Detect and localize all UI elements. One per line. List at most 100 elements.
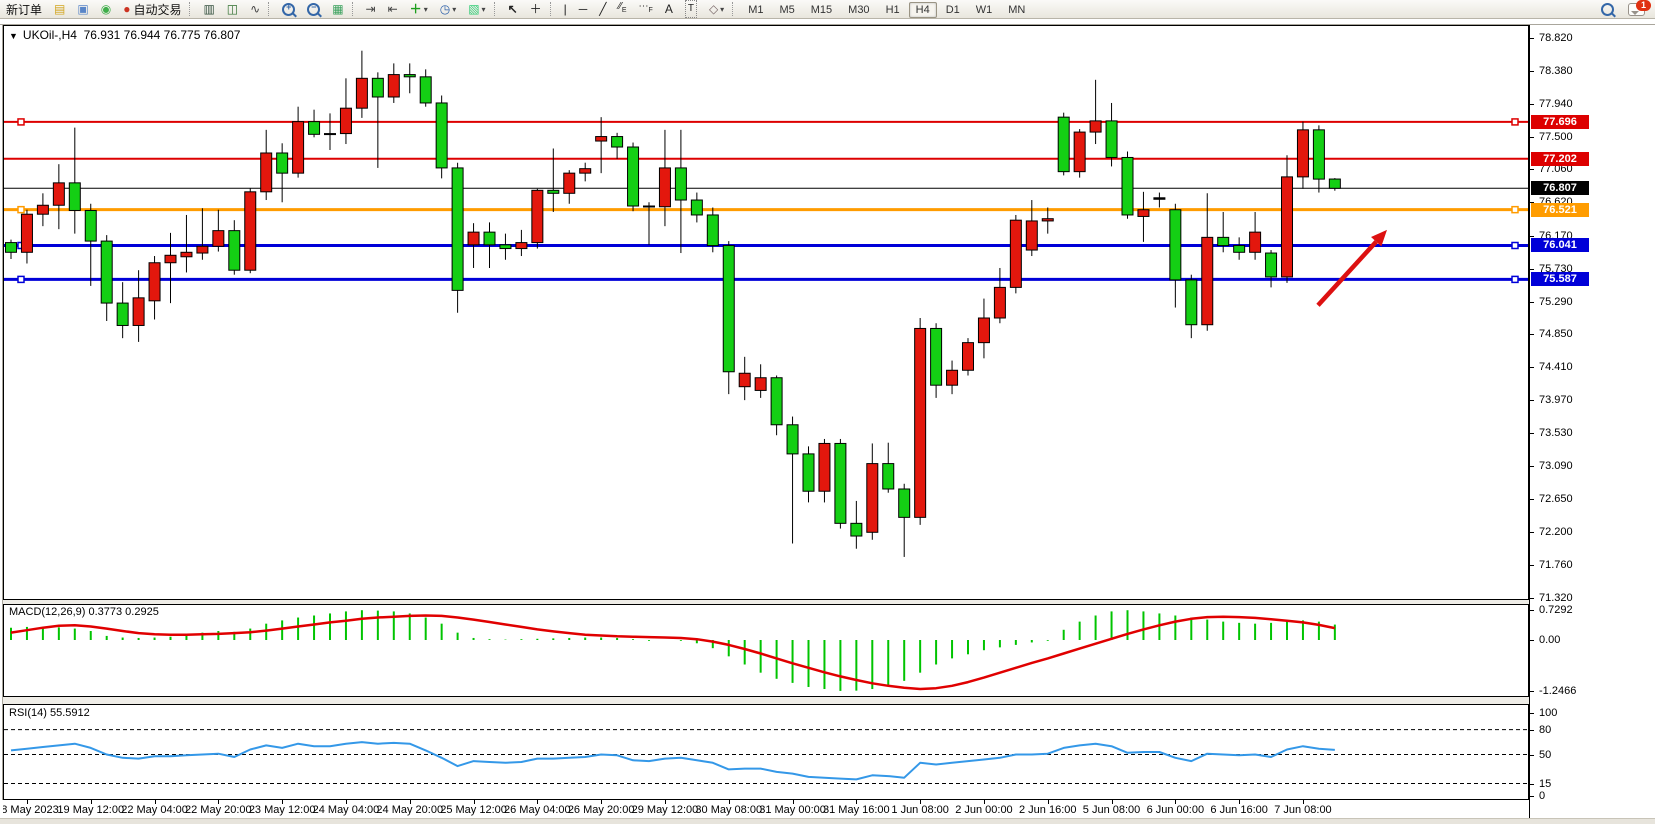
ohlc-readout: 76.931 76.944 76.775 76.807 — [83, 28, 241, 42]
periods-icon[interactable]: ◷ ▾ — [439, 2, 457, 16]
price-tick-73.970: 73.970 — [1539, 394, 1573, 407]
time-tick — [920, 800, 922, 804]
candle-body-up — [977, 317, 990, 344]
chart-file-icon[interactable]: ▤ — [54, 2, 66, 16]
separator — [351, 2, 358, 16]
price-chart[interactable] — [3, 25, 1529, 600]
rsi-tick-50: 50 — [1539, 748, 1552, 761]
time-tick — [154, 800, 156, 804]
collapse-triangle-icon[interactable]: ▼ — [9, 31, 18, 41]
market-watch-icon[interactable]: ▣ — [77, 2, 89, 16]
panel-divider[interactable] — [3, 600, 1529, 604]
price-tick-78.820: 78.820 — [1539, 32, 1573, 44]
time-tick — [537, 800, 539, 804]
macd-panel[interactable] — [3, 604, 1529, 697]
new-order-button[interactable]: 新订单 — [1, 0, 47, 18]
shapes-tool-icon[interactable]: ◇ ▾ — [708, 2, 725, 16]
crosshair-tool-icon[interactable]: ＋ — [529, 2, 542, 16]
candle-body-down — [435, 102, 448, 169]
candle-body-up — [754, 377, 767, 391]
hline-handle[interactable] — [1511, 205, 1519, 214]
time-label: 1 Jun 08:00 — [891, 804, 949, 816]
zoom-out-icon[interactable]: − — [302, 0, 325, 18]
time-tick — [983, 800, 985, 804]
timeframe-W1[interactable]: W1 — [975, 4, 993, 16]
candle-body-down — [1057, 116, 1070, 173]
candlestick-chart-icon[interactable]: ◫ — [226, 2, 239, 16]
chart-shift-icon[interactable]: ⇤ — [387, 2, 398, 16]
text-tool-icon[interactable]: A — [664, 2, 673, 16]
price-tick-72.650: 72.650 — [1539, 492, 1573, 505]
candle-body-down — [308, 121, 321, 135]
candle-body-down — [1217, 236, 1230, 247]
separator — [549, 2, 556, 16]
candle-body-down — [930, 327, 943, 386]
trendline-tool-icon[interactable]: ╱ — [599, 2, 607, 16]
rsi-tick-80: 80 — [1539, 723, 1552, 736]
timeframe-H1[interactable]: H1 — [885, 4, 900, 16]
timeframe-M5[interactable]: M5 — [779, 4, 795, 16]
price-tick-75.290: 75.290 — [1539, 295, 1573, 308]
candle-body-up — [595, 136, 608, 142]
auto-trading-icon: ● — [123, 2, 131, 16]
hline-handle[interactable] — [17, 275, 25, 284]
macd-signal-line — [10, 614, 1336, 691]
candle-body-up — [148, 262, 161, 302]
candle-body-up — [1153, 197, 1166, 200]
cursor-tool-icon[interactable]: ↖ — [507, 2, 518, 16]
tile-windows-icon[interactable]: ▦ — [332, 2, 344, 16]
macd-border — [3, 604, 1529, 697]
hline-handle[interactable] — [17, 118, 25, 126]
separator — [732, 2, 738, 16]
panel-divider[interactable] — [3, 697, 1529, 704]
timeframe-H4[interactable]: H4 — [908, 2, 937, 18]
axis-tick — [1530, 729, 1534, 731]
window-bottom-edge — [0, 818, 1655, 824]
price-badge-76.807: 76.807 — [1531, 181, 1589, 196]
hline-handle[interactable] — [1511, 241, 1519, 250]
signals-icon[interactable]: ◉ — [100, 2, 112, 16]
hline-handle[interactable] — [1511, 275, 1519, 284]
symbol-label: UKOil-,H4 — [22, 28, 77, 42]
timeframe-M1[interactable]: M1 — [748, 4, 764, 16]
hline-handle[interactable] — [1511, 118, 1519, 126]
price-axis[interactable]: 78.82078.38077.94077.50077.06076.62076.1… — [1529, 25, 1655, 818]
zoom-in-icon[interactable]: + — [277, 0, 300, 18]
arrow-annotation[interactable] — [1316, 240, 1378, 307]
arrow-annotation-head[interactable] — [1371, 229, 1387, 247]
line-chart-icon[interactable]: ∿ — [250, 2, 261, 16]
candle-body-up — [515, 242, 528, 250]
macd-tick-0.00: 0.00 — [1539, 634, 1561, 646]
time-label: 18 May 2023 — [3, 804, 59, 816]
timeframe-D1[interactable]: D1 — [945, 4, 960, 16]
label-tool-icon[interactable]: T — [680, 0, 702, 18]
price-tick-77.940: 77.940 — [1539, 97, 1573, 110]
time-tick — [1175, 800, 1177, 804]
indicators-icon[interactable]: ＋ ▾ — [409, 2, 428, 16]
bar-chart-icon[interactable]: ▥ — [203, 2, 215, 16]
candle-body-up — [180, 251, 193, 258]
fibonacci-tool-icon[interactable]: ⋯F — [638, 1, 653, 14]
timeframe-M30[interactable]: M30 — [848, 4, 870, 16]
candle-body-up — [324, 133, 336, 136]
rsi-panel[interactable] — [3, 704, 1529, 800]
timeframe-M15[interactable]: M15 — [810, 4, 833, 16]
vertical-line-tool-icon[interactable]: | — [563, 2, 567, 16]
price-tick-75.730: 75.730 — [1539, 262, 1573, 275]
notifications-icon[interactable]: 1 — [1628, 0, 1651, 16]
channel-tool-icon[interactable]: ⁄⁄E — [618, 1, 627, 14]
timeframe-MN[interactable]: MN — [1008, 4, 1026, 16]
auto-scroll-icon[interactable]: ⇥ — [365, 2, 376, 16]
axis-tick — [1530, 334, 1534, 336]
candle-body-down — [371, 77, 384, 98]
separator — [268, 2, 274, 16]
horizontal-line-tool-icon[interactable]: ─ — [578, 2, 588, 16]
candle-body-up — [1281, 176, 1293, 278]
auto-trading-button[interactable]: ● 自动交易 — [118, 0, 186, 18]
search-icon[interactable] — [1601, 2, 1614, 16]
templates-icon[interactable]: ▧ ▾ — [468, 2, 486, 16]
candle-body-down — [690, 199, 703, 216]
hline-handle[interactable] — [17, 205, 25, 214]
axis-tick — [1530, 268, 1534, 270]
